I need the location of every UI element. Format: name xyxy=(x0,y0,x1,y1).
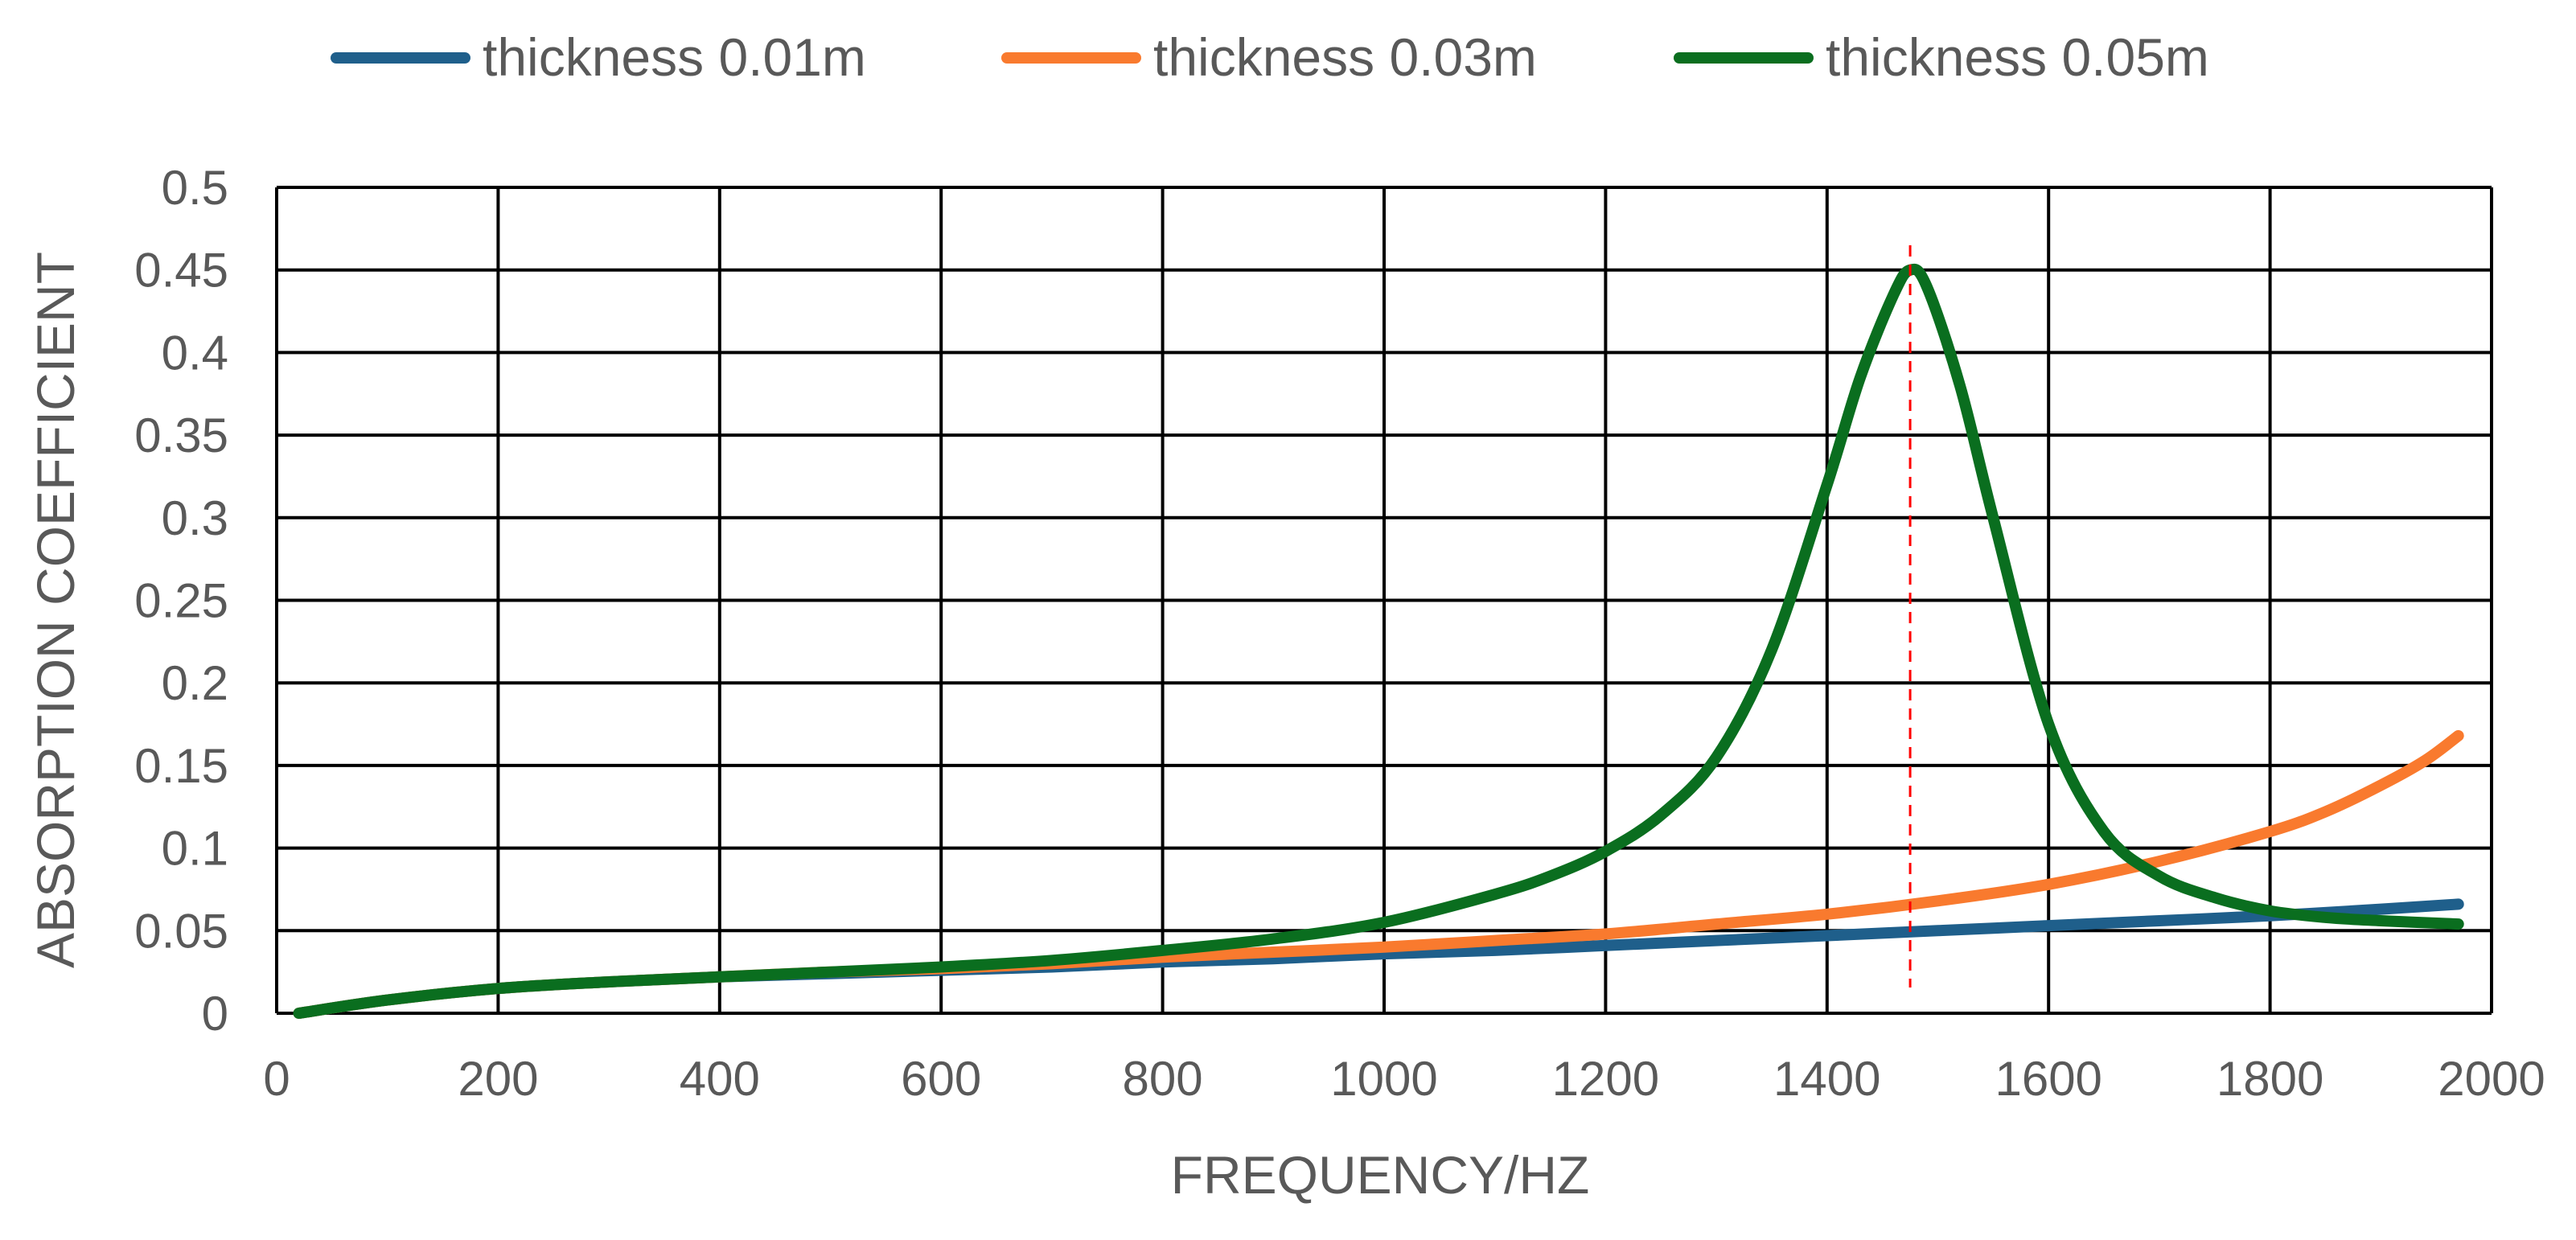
y-tick-label: 0.05 xyxy=(134,904,228,958)
x-tick-label: 1600 xyxy=(1995,1052,2101,1106)
legend-label-2: thickness 0.05m xyxy=(1826,27,2209,87)
y-tick-label: 0.4 xyxy=(162,326,228,380)
series-line-2 xyxy=(293,263,2464,1019)
x-tick-label: 0 xyxy=(263,1052,290,1106)
y-axis-title: ABSORPTION COEFFICIENT xyxy=(26,252,85,968)
y-tick-label: 0.3 xyxy=(162,491,228,545)
legend: thickness 0.01m thickness 0.03m thickness … xyxy=(331,27,2209,87)
x-axis-ticks: 0 200 400 600 800 1000 1200 1400 1600 1800 2000 xyxy=(263,1052,2545,1106)
x-tick-label: 1200 xyxy=(1552,1052,1659,1106)
y-tick-label: 0.25 xyxy=(134,574,228,628)
y-tick-label: 0.5 xyxy=(162,161,228,215)
x-tick-label: 1800 xyxy=(2217,1052,2323,1106)
x-tick-label: 2000 xyxy=(2438,1052,2545,1106)
x-tick-label: 200 xyxy=(458,1052,538,1106)
x-tick-label: 400 xyxy=(680,1052,760,1106)
legend-label-1: thickness 0.03m xyxy=(1153,27,1537,87)
x-axis-title: FREQUENCY/HZ xyxy=(1171,1145,1590,1205)
y-tick-label: 0.2 xyxy=(162,656,228,710)
legend-label-0: thickness 0.01m xyxy=(483,27,866,87)
x-tick-label: 800 xyxy=(1123,1052,1203,1106)
x-tick-label: 600 xyxy=(901,1052,981,1106)
x-tick-label: 1000 xyxy=(1330,1052,1437,1106)
x-tick-label: 1400 xyxy=(1773,1052,1880,1106)
y-tick-label: 0.15 xyxy=(134,739,228,793)
y-tick-label: 0.1 xyxy=(162,822,228,876)
y-tick-label: 0 xyxy=(202,987,228,1041)
y-tick-label: 0.35 xyxy=(134,409,228,462)
y-tick-label: 0.45 xyxy=(134,244,228,298)
series-group xyxy=(293,263,2464,1019)
y-axis-ticks: 0 0.05 0.1 0.15 0.2 0.25 0.3 0.35 0.4 0.45 0.5 xyxy=(134,161,228,1041)
grid xyxy=(275,186,2493,1015)
